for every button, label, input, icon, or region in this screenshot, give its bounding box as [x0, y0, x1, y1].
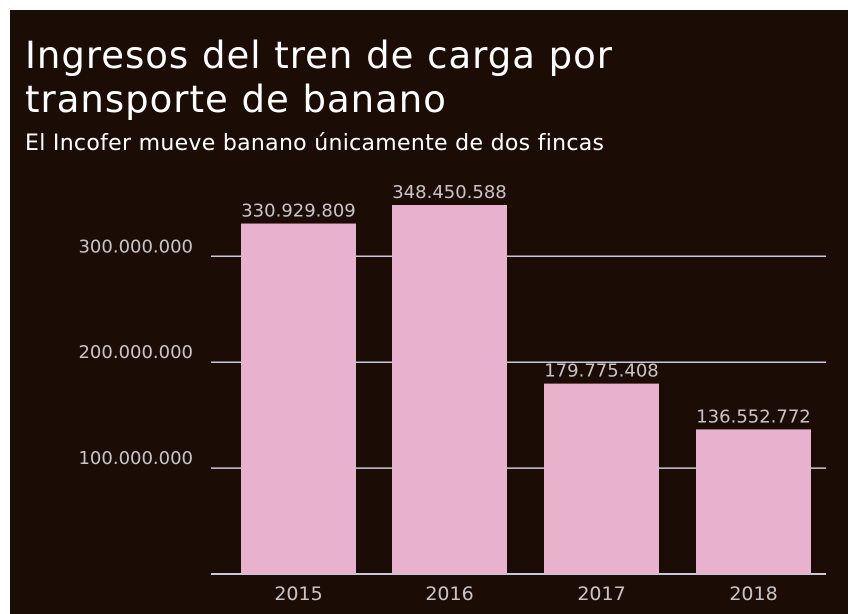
bar-2018 [696, 429, 811, 574]
x-tick-label: 2016 [425, 583, 473, 605]
bar-chart: 100.000.000 200.000.000 300.000.000 330.929… [78, 182, 826, 605]
x-tick-label: 2015 [274, 583, 322, 605]
y-tick-label: 200.000.000 [78, 342, 193, 363]
data-label: 330.929.809 [241, 201, 356, 222]
data-label: 179.775.408 [544, 361, 659, 382]
y-tick-label: 100.000.000 [78, 448, 193, 469]
chart-subtitle: El Incofer mueve banano únicamente de do… [25, 131, 605, 156]
chart-panel: Ingresos del tren de carga por transport… [10, 10, 848, 614]
x-tick-label: 2018 [729, 583, 777, 605]
chart-title: Ingresos del tren de carga por transport… [25, 34, 613, 121]
bar-2015 [241, 223, 356, 574]
data-label: 136.552.772 [696, 406, 811, 427]
x-tick-label: 2017 [577, 583, 625, 605]
bars [241, 205, 811, 574]
bar-2016 [392, 205, 507, 574]
bar-2017 [544, 383, 659, 574]
y-tick-label: 300.000.000 [78, 236, 193, 257]
labels: 100.000.000 200.000.000 300.000.000 330.929… [78, 182, 810, 605]
data-label: 348.450.588 [392, 182, 507, 203]
